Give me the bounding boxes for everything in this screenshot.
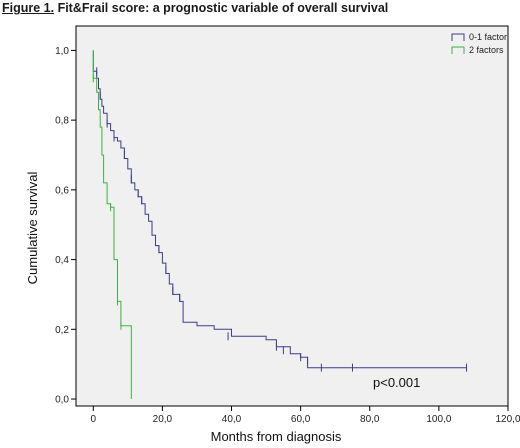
x-axis: 0 20,0 40,0 60,0 80,0 100,0 120,0 — [90, 406, 520, 425]
x-axis-label: Months from diagnosis — [211, 429, 342, 444]
y-tick-label: 0,8 — [55, 116, 69, 127]
figure-label: Figure 1. — [2, 1, 55, 15]
x-tick-label: 80,0 — [360, 414, 380, 425]
p-value-annotation: p<0.001 — [373, 375, 420, 390]
legend-label: 2 factors — [469, 45, 504, 55]
x-tick-label: 100,0 — [426, 414, 451, 425]
y-axis: 0,0 0,2 0,4 0,6 0,8 1,0 — [55, 46, 76, 406]
y-tick-label: 1,0 — [55, 46, 69, 57]
legend-swatch — [451, 46, 465, 54]
x-tick-label: 120,0 — [495, 414, 520, 425]
x-tick-label: 40,0 — [222, 414, 242, 425]
y-tick-label: 0,4 — [55, 255, 69, 266]
y-axis-label: Cumulative survival — [25, 172, 40, 285]
legend-label: 0-1 factor — [469, 32, 507, 42]
series-layer — [92, 50, 468, 399]
plot-area — [75, 25, 509, 407]
figure-title: Figure 1. Fit&Frail score: a prognostic … — [2, 1, 388, 15]
x-tick-label: 20,0 — [153, 414, 173, 425]
series-line-0 — [92, 50, 467, 369]
x-tick-label: 60,0 — [291, 414, 311, 425]
x-tick-label: 0 — [90, 414, 96, 425]
y-tick-label: 0,0 — [55, 395, 69, 406]
series-line-1 — [92, 50, 132, 399]
y-tick-label: 0,6 — [55, 185, 69, 196]
y-tick-label: 0,2 — [55, 325, 69, 336]
legend: 0-1 factor 2 factors — [451, 32, 507, 55]
figure-title-text: Fit&Frail score: a prognostic variable o… — [57, 1, 389, 15]
legend-swatch — [451, 33, 465, 41]
